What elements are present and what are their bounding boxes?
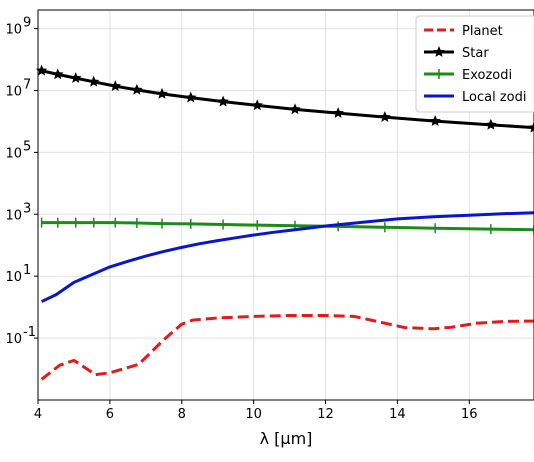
- data-point-star: [131, 83, 143, 95]
- series-line-exozodi: [41, 221, 534, 232]
- x-tick-label: 10: [245, 407, 262, 422]
- series-line-planet: [40, 314, 534, 381]
- y-tick-label: 10: [5, 23, 22, 38]
- y-tick-label: 10: [5, 84, 22, 99]
- data-point-star: [217, 95, 229, 107]
- plot-frame: [37, 9, 534, 401]
- data-point-star: [185, 91, 197, 103]
- x-tick-label: 8: [178, 407, 186, 422]
- y-tick-exponent: -1: [23, 325, 36, 340]
- x-tick-label: 6: [106, 407, 114, 422]
- y-tick-label: 10: [5, 208, 22, 223]
- x-tick-label: 4: [34, 407, 42, 422]
- data-point-star: [88, 75, 100, 87]
- legend-label-star: Star: [462, 46, 489, 61]
- data-point-star: [251, 99, 263, 111]
- data-point-star: [332, 107, 344, 118]
- series-layer: [35, 64, 534, 381]
- legend-label-planet: Planet: [462, 24, 503, 39]
- y-tick-exponent: 5: [23, 139, 31, 154]
- series-line-star: [41, 69, 534, 130]
- data-point-star: [52, 68, 64, 80]
- y-tick-label: 10: [5, 332, 22, 347]
- x-tick-label: 14: [389, 407, 406, 422]
- legend-box: [415, 15, 534, 113]
- y-tick-exponent: 9: [23, 16, 31, 31]
- x-tick-label: 12: [317, 407, 334, 422]
- data-point-star: [109, 80, 121, 91]
- data-point-star: [70, 72, 82, 83]
- data-point-star: [289, 103, 301, 115]
- legend-marker-star: [433, 46, 445, 57]
- data-point-star: [379, 111, 391, 122]
- data-point-star: [429, 115, 441, 126]
- x-axis-label: λ [μm]: [260, 429, 313, 448]
- data-point-star: [35, 64, 48, 76]
- x-axis-ticks: 4 6 8 10 12 14 16: [34, 400, 478, 422]
- legend: Planet Star Exozodi Local zodi: [415, 15, 534, 113]
- y-tick-exponent: 7: [23, 77, 31, 92]
- y-tick-exponent: 1: [23, 263, 31, 278]
- data-point-star: [528, 121, 534, 133]
- x-tick-label: 16: [461, 407, 478, 422]
- y-tick-label: 10: [5, 146, 22, 161]
- y-tick-exponent: 3: [23, 201, 31, 216]
- legend-label-local-zodi: Local zodi: [462, 90, 526, 105]
- y-tick-label: 10: [5, 270, 22, 285]
- legend-label-exozodi: Exozodi: [462, 68, 512, 83]
- series-line-local-zodi: [40, 211, 534, 303]
- data-point-star: [156, 87, 168, 99]
- data-point-star: [485, 118, 497, 130]
